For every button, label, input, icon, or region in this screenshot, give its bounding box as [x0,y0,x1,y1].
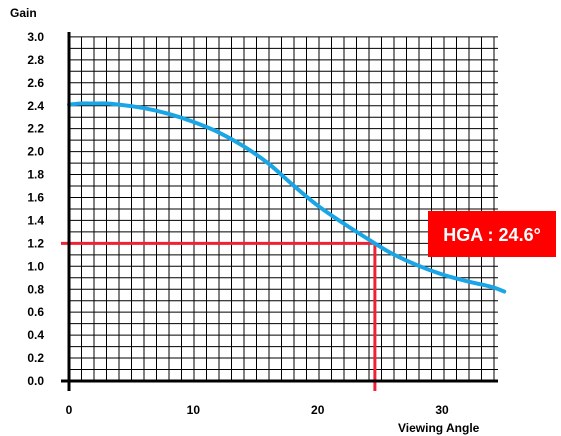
series-group [67,101,507,294]
y-axis-title: Gain [10,6,37,20]
hga-annotation-box [428,211,556,257]
y-tick-label: 2.2 [27,122,44,136]
x-tick-label: 10 [187,403,201,417]
y-tick-label: 2.4 [27,99,44,113]
y-tick-label: 1.8 [27,168,44,182]
y-tick-label: 0.8 [27,282,44,296]
hga-annotation: HGA : 24.6° [428,211,556,257]
x-tick-label: 30 [435,403,449,417]
y-tick-label: 0.4 [27,328,44,342]
y-tick-label: 0.0 [27,374,44,388]
hga-annotation-label: HGA : 24.6° [443,225,541,245]
y-tick-label: 1.2 [27,236,44,250]
y-tick-label: 2.0 [27,145,44,159]
gain-curve [67,101,507,294]
y-tick-label: 1.6 [27,191,44,205]
x-tick-label: 20 [311,403,325,417]
tick-labels: 0.0 0.2 0.4 0.6 0.8 1.0 1.2 1.4 1.6 1.8 2.0 2.2 2.4 2… [27,30,449,417]
grid [69,36,498,381]
axes [61,32,498,391]
y-tick-label: 1.0 [27,259,44,273]
y-tick-label: 2.8 [27,53,44,67]
y-tick-label: 0.2 [27,351,44,365]
x-axis-title: Viewing Angle [398,421,480,435]
y-tick-label: 1.4 [27,213,44,227]
y-tick-label: 3.0 [27,30,44,44]
x-tick-label: 0 [66,403,73,417]
hga-reference-lines [61,241,377,391]
y-tick-label: 2.6 [27,76,44,90]
y-tick-label: 0.6 [27,305,44,319]
